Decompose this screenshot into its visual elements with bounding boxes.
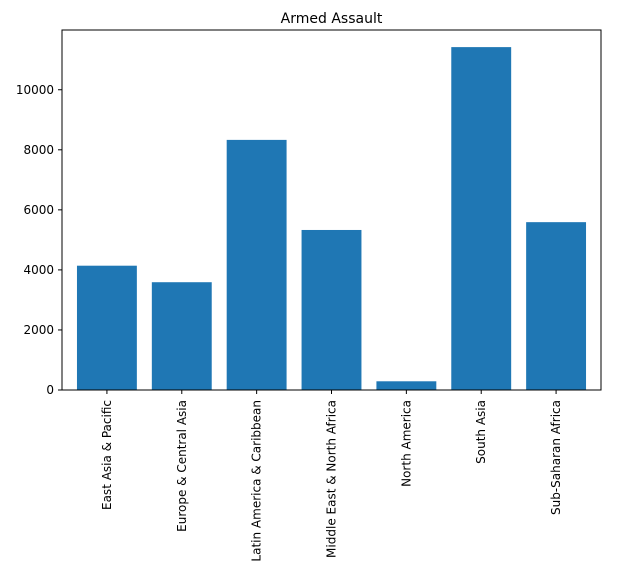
- x-tick-label-north-america: North America: [399, 400, 413, 487]
- x-axis: East Asia & Pacific Europe & Central Asia…: [100, 390, 563, 562]
- y-tick-label: 4000: [23, 263, 54, 277]
- x-tick-label-middle-east-and-north-africa: Middle East & North Africa: [325, 400, 339, 558]
- bar-middle-east-and-north-africa: [301, 229, 362, 390]
- bar-latin-america-and-caribbean: [226, 139, 287, 390]
- plot-frame: [61, 29, 602, 391]
- bar-sub-saharan-africa: [526, 222, 587, 390]
- y-tick-label: 2000: [23, 323, 54, 337]
- bar-south-asia: [451, 47, 512, 391]
- bar-north-america: [376, 381, 437, 390]
- x-tick-label-east-asia-and-pacific: East Asia & Pacific: [100, 400, 114, 510]
- bar-europe-and-central-asia: [151, 282, 212, 390]
- x-tick-label-europe-and-central-asia: Europe & Central Asia: [175, 400, 189, 532]
- y-tick-label: 6000: [23, 203, 54, 217]
- x-tick-label-latin-america-and-caribbean: Latin America & Caribbean: [250, 400, 264, 562]
- bar-east-asia-and-pacific: [76, 265, 137, 390]
- x-tick-label-sub-saharan-africa: Sub-Saharan Africa: [549, 400, 563, 515]
- y-axis: 0 2000 4000 6000 8000 10000: [16, 83, 62, 397]
- y-tick-label: 0: [46, 383, 54, 397]
- bars-layer: [76, 47, 587, 391]
- chart-title: Armed Assault: [281, 11, 383, 27]
- y-tick-label: 10000: [16, 83, 54, 97]
- x-tick-label-south-asia: South Asia: [474, 400, 488, 464]
- y-tick-label: 8000: [23, 143, 54, 157]
